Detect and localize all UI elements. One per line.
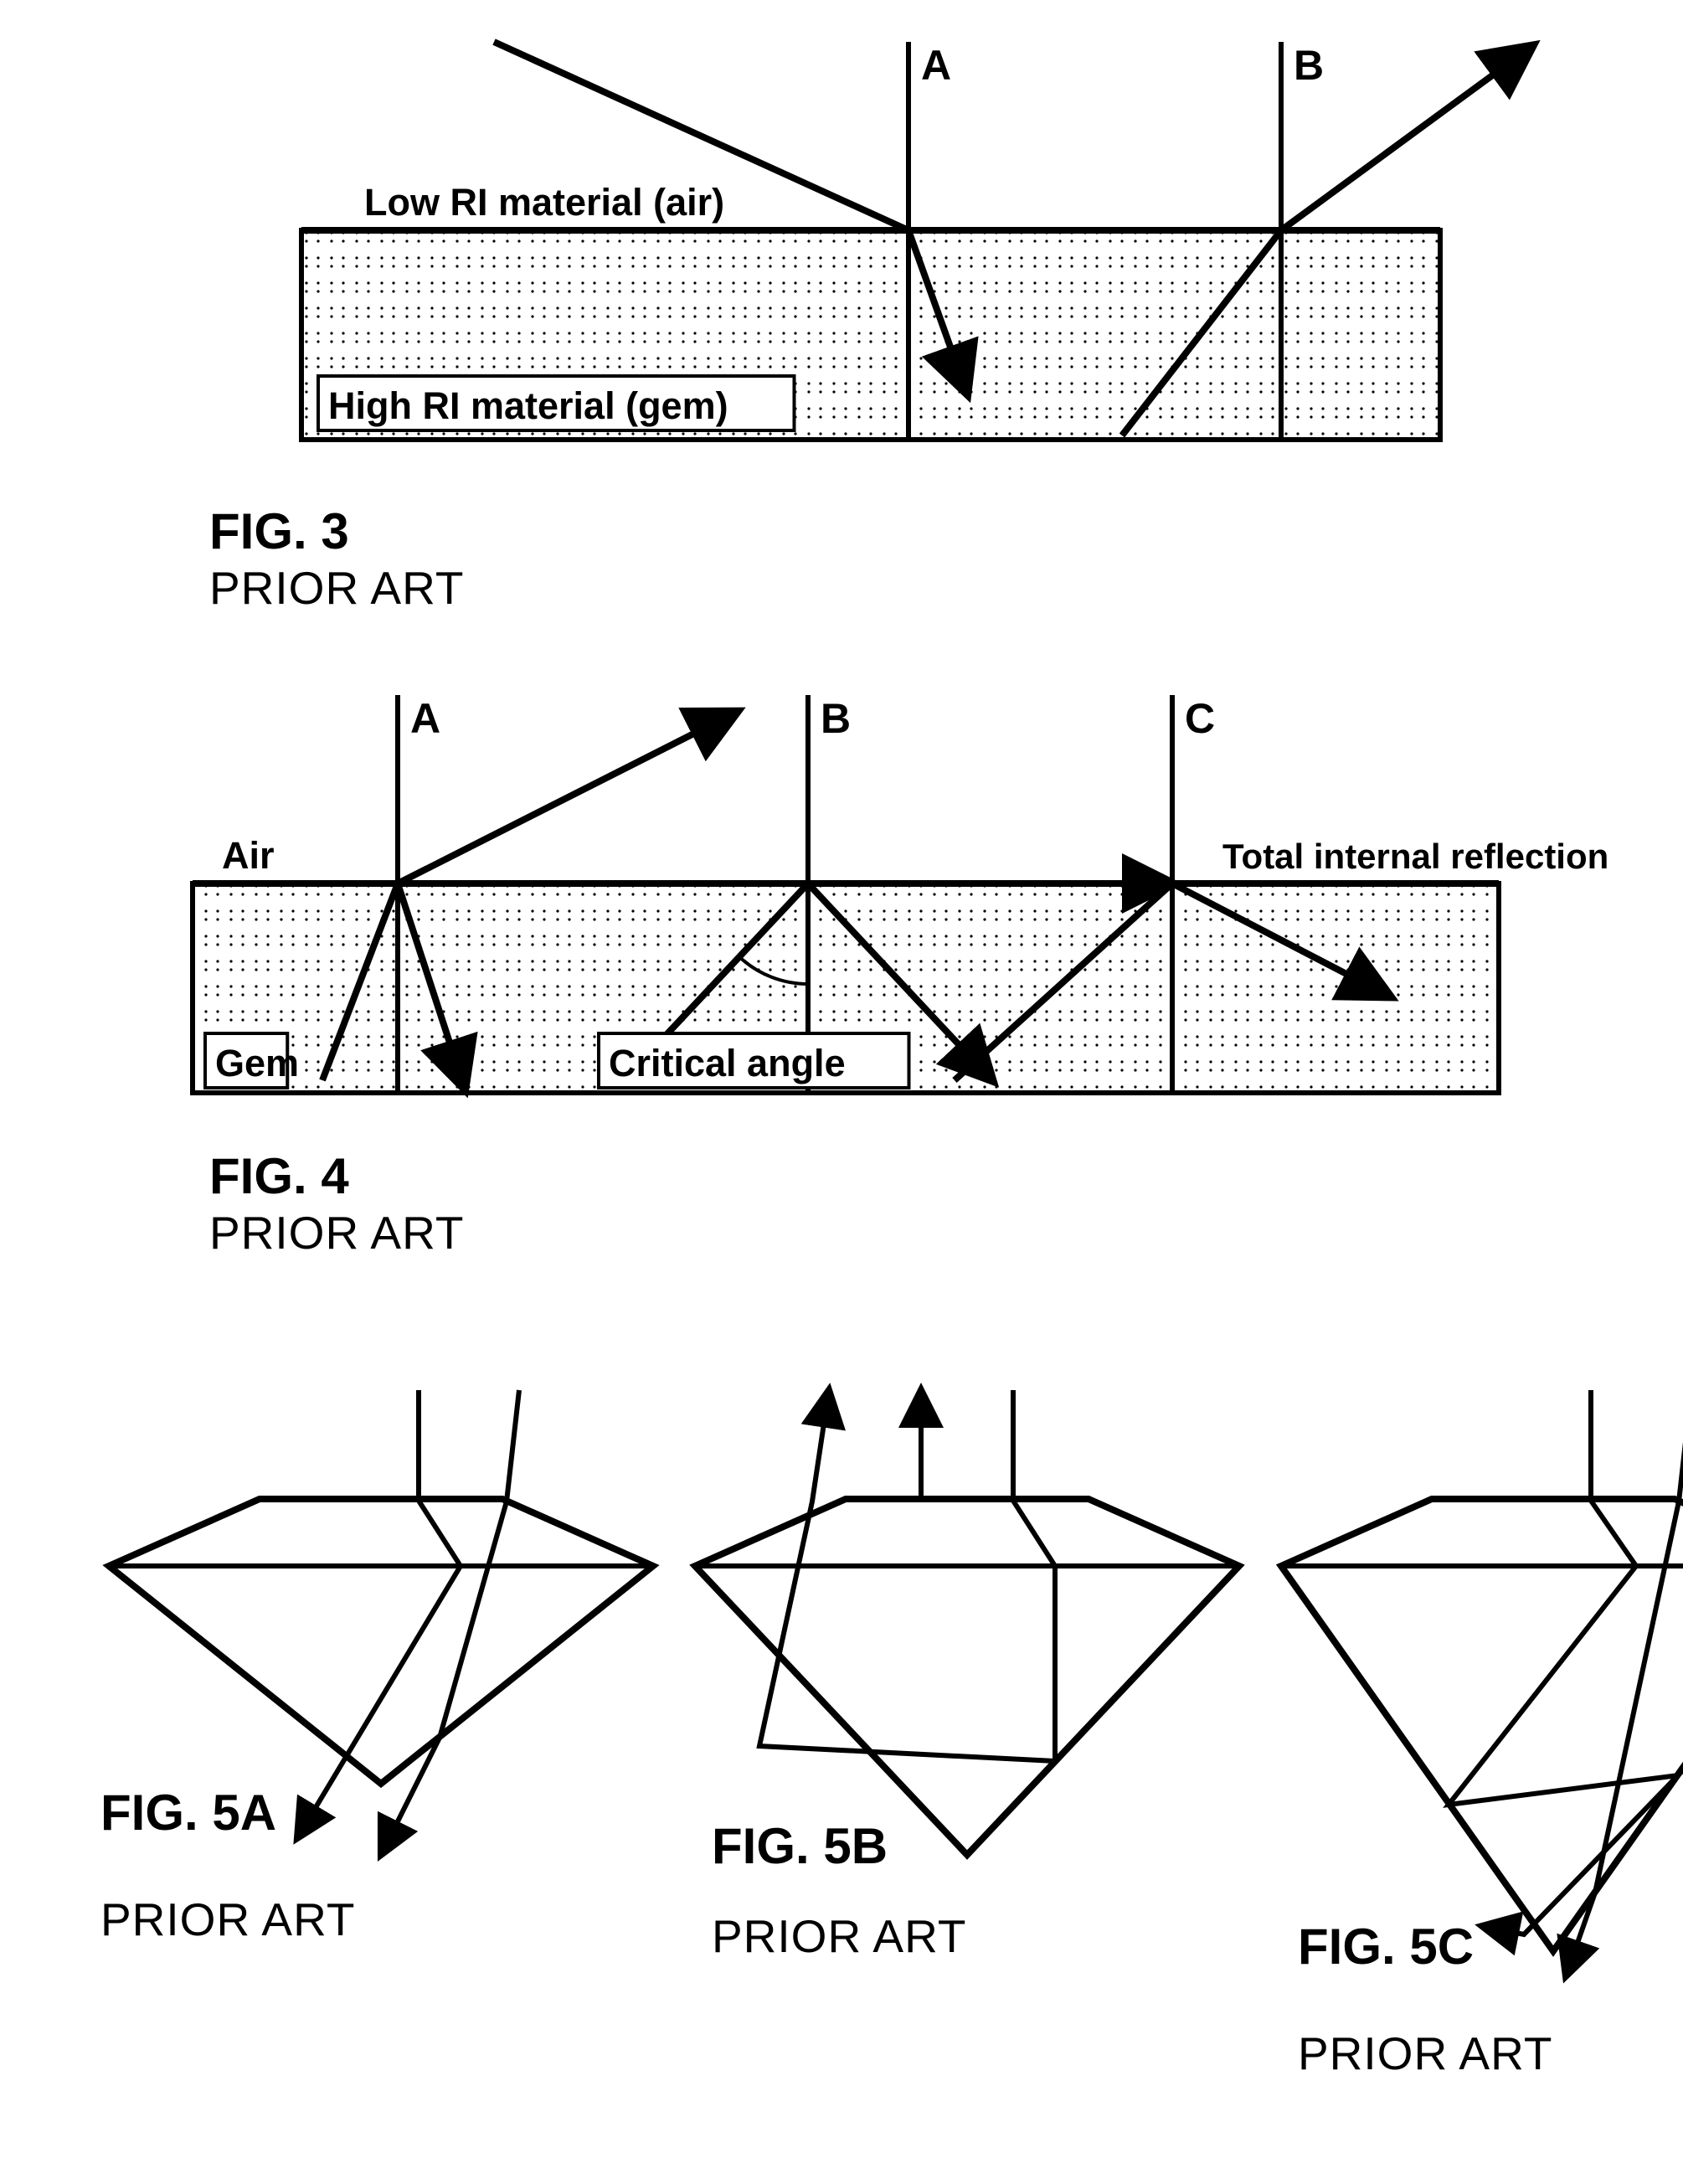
fig4-subcaption: PRIOR ART: [209, 1206, 464, 1259]
svg-text:Air: Air: [222, 834, 275, 877]
fig3-caption: FIG. 3: [209, 502, 349, 560]
svg-text:A: A: [921, 42, 951, 89]
svg-text:B: B: [821, 695, 851, 742]
fig5c-subcaption: PRIOR ART: [1298, 2027, 1552, 2080]
svg-text:Low RI material (air): Low RI material (air): [364, 181, 724, 224]
fig5b-subcaption: PRIOR ART: [712, 1909, 966, 1963]
svg-text:Gem: Gem: [215, 1042, 299, 1084]
fig5a-caption: FIG. 5A: [100, 1784, 276, 1841]
fig3-subcaption: PRIOR ART: [209, 561, 464, 615]
fig4-caption: FIG. 4: [209, 1147, 349, 1205]
svg-text:Critical angle: Critical angle: [609, 1042, 846, 1084]
svg-text:B: B: [1294, 42, 1324, 89]
svg-text:Total internal reflection: Total internal reflection: [1222, 837, 1608, 876]
fig5a-subcaption: PRIOR ART: [100, 1893, 355, 1946]
gem-C: [1281, 1390, 1683, 1976]
fig3-diagram: A B Low RI material (air) High RI material …: [301, 42, 1532, 440]
gem-B: [695, 1390, 1239, 1855]
svg-text:A: A: [410, 695, 440, 742]
fig4-diagram: A B C Air Gem Critical angle Total internal re…: [193, 695, 1608, 1093]
fig5c-caption: FIG. 5C: [1298, 1918, 1474, 1975]
svg-text:High RI material (gem): High RI material (gem): [328, 384, 728, 427]
fig5b-caption: FIG. 5B: [712, 1817, 888, 1875]
fig5-diagrams: [109, 1390, 1683, 1976]
svg-text:C: C: [1185, 695, 1215, 742]
